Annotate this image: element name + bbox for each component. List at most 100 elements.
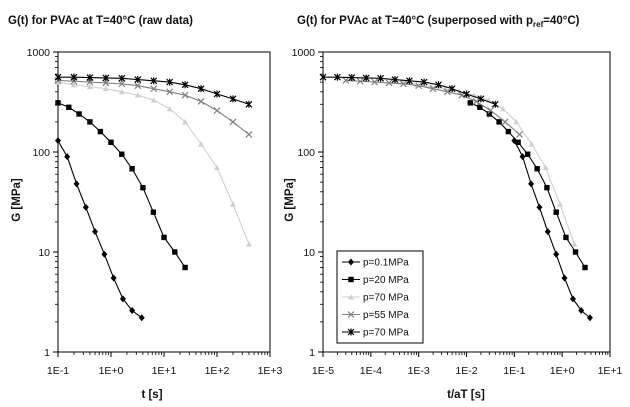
right-series-1-point: [536, 203, 543, 211]
legend-box: [336, 250, 424, 344]
right-x-tick-label: 1E-2: [455, 365, 477, 377]
right-series-1-point: [586, 314, 593, 322]
right-chart-title-sub: ref: [533, 20, 544, 29]
right-series-3-point: [442, 85, 449, 92]
right-series-2: [467, 100, 588, 271]
left-series-5-point: [102, 74, 110, 82]
legend-entry: p=20 MPa: [342, 275, 409, 286]
left-series-5-point: [134, 76, 142, 84]
left-y-tick-label: 1000: [27, 47, 51, 59]
left-series-4-point: [245, 130, 253, 138]
right-series-5-point: [333, 73, 341, 81]
left-series-2-point: [172, 249, 178, 255]
left-chart: G(t) for PVAc at T=40°C (raw data) G [MP…: [8, 15, 283, 401]
left-series-2-point: [66, 104, 72, 110]
left-series-1-line: [57, 140, 143, 319]
left-series-2-point: [182, 264, 188, 271]
right-series-2-point: [534, 166, 540, 172]
legend-label: p=20 MPa: [363, 275, 409, 286]
right-series-1-point: [528, 180, 535, 188]
right-series-4-point: [371, 78, 379, 86]
right-series-1-point: [578, 307, 585, 315]
left-series-3-point: [134, 92, 141, 98]
left-series-4-point: [229, 118, 237, 126]
legend-label: p=55 MPa: [363, 310, 409, 321]
right-y-tick-label: 10: [303, 247, 315, 259]
right-series-4-point: [429, 85, 437, 93]
left-series-5-point: [150, 77, 158, 85]
right-series-1-point: [569, 295, 576, 303]
left-series-2-point: [119, 151, 125, 157]
left-axis-ticks: 1E-1 1E+0 1E+1 1E+2 1E+3 1 10 100 1000: [27, 47, 283, 377]
legend-rows: p=0.1MPa p=20 MPa p=70 MPa p=55 MPa p=70 MPa: [342, 258, 409, 339]
right-chart-title-end: =40°C): [543, 15, 579, 27]
left-series-1-point: [129, 307, 136, 315]
left-series-1-point: [64, 153, 71, 161]
right-series-5-point: [491, 100, 499, 108]
left-series-5: [54, 73, 253, 108]
right-axis-ticks: 1E-5 1E-4 1E-3 1E-2 1E-1 1E+0 1E+1 1 10 100 1000: [292, 47, 623, 377]
right-chart-title-main: G(t) for PVAc at T=40°C (superposed with…: [297, 15, 533, 27]
legend-entry: p=0.1MPa: [342, 258, 409, 269]
left-series-2-point: [97, 128, 104, 135]
left-series-2-point: [161, 234, 167, 241]
right-series-5-point: [319, 73, 327, 81]
left-series-1-point: [73, 180, 80, 188]
left-series-1-point: [101, 250, 108, 258]
right-series-5-point: [391, 76, 399, 84]
legend-label: p=0.1MPa: [363, 258, 409, 269]
right-series-3-point: [500, 105, 507, 112]
left-series-5-point: [118, 74, 126, 82]
right-series-5-point: [435, 81, 442, 89]
left-series-5-point: [197, 85, 205, 93]
right-series-2-point: [467, 100, 473, 106]
right-x-tick-label: 1E-4: [360, 365, 382, 377]
left-series-5-point: [245, 100, 253, 108]
right-series-1-point: [519, 153, 526, 161]
right-y-tick-label: 100: [297, 147, 315, 159]
left-series-2-point: [140, 184, 146, 191]
left-series-3-point: [70, 81, 77, 88]
left-y-tick-label: 1: [44, 347, 50, 359]
left-series-1: [55, 137, 145, 322]
left-y-tick-label: 100: [32, 147, 50, 159]
right-series-4-point: [399, 80, 407, 88]
right-series-3-point: [556, 201, 563, 207]
right-x-tick-label: 1E+1: [598, 365, 623, 377]
right-series-5-point: [477, 95, 485, 103]
left-series-5-point: [181, 81, 189, 89]
left-series-2-point: [87, 119, 93, 125]
left-series-3-point: [198, 141, 205, 147]
left-series-2-point: [129, 166, 135, 172]
left-series-2-point: [55, 100, 61, 106]
right-series-2-point: [505, 128, 512, 135]
left-x-tick-label: 1E+2: [205, 365, 230, 377]
left-series-1-point: [55, 137, 61, 145]
left-x-tick-label: 1E+0: [99, 365, 124, 377]
right-series-5-point: [463, 90, 470, 98]
left-series-5-point: [229, 95, 237, 103]
right-series-2-point: [515, 139, 521, 146]
left-x-axis-label: t [s]: [141, 389, 162, 401]
legend-swatch-marker: [348, 294, 354, 300]
legend-swatch-marker: [347, 328, 355, 336]
right-series-1-line: [513, 140, 591, 319]
right-series-1-point: [553, 250, 560, 258]
left-series-4-point: [102, 79, 110, 87]
legend-swatch-marker: [348, 276, 354, 283]
left-plot-area: [57, 51, 271, 353]
right-y-tick-label: 1000: [292, 47, 316, 59]
right-series-1-point: [544, 228, 551, 236]
right-series-5: [319, 73, 499, 108]
left-series-3-point: [245, 241, 252, 247]
left-series-3-point: [86, 83, 93, 90]
legend-entry: p=55 MPa: [342, 310, 409, 321]
left-series-2-point: [108, 139, 114, 146]
right-series-2-point: [477, 104, 483, 110]
right-x-tick-label: 1E-1: [503, 365, 525, 377]
left-series-1-point: [110, 274, 117, 282]
right-x-tick-label: 1E-5: [312, 365, 334, 377]
left-series-3-point: [182, 118, 189, 125]
left-series-3-point: [214, 164, 220, 170]
